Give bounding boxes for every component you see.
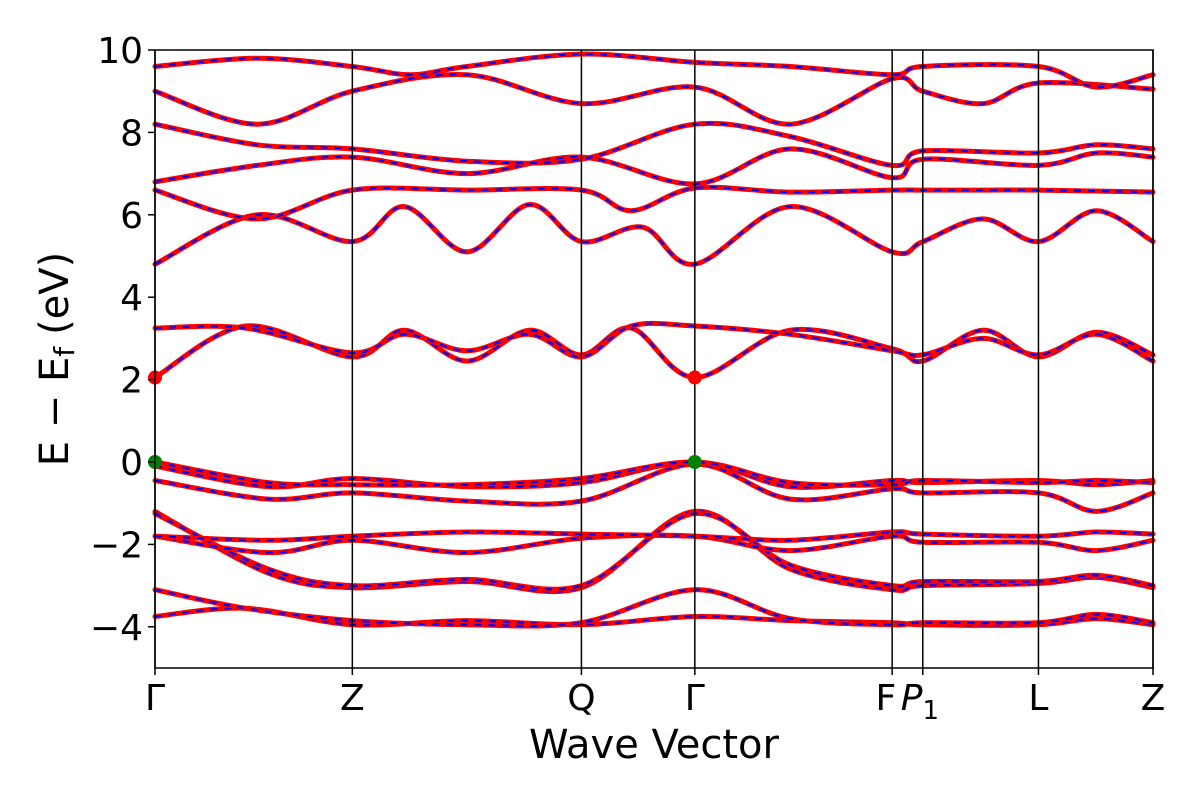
- band-15-red: [152, 71, 1156, 127]
- y-tick-label-6: 8: [120, 113, 143, 154]
- x-tick-label-5: P1: [901, 678, 939, 726]
- band-13-blue: [154, 147, 1154, 186]
- band-3-red: [152, 510, 1156, 592]
- x-tick-label-0: Γ: [145, 678, 165, 719]
- x-tick-label-6: L: [1028, 678, 1048, 719]
- band-15-blue: [154, 73, 1154, 126]
- x-axis-label: Wave Vector: [529, 722, 780, 768]
- high-symmetry-lines: [154, 50, 1154, 668]
- x-tick-label-7: Z: [1141, 678, 1166, 719]
- band-1-blue: [154, 588, 1154, 628]
- plot-frame: [154, 49, 1154, 669]
- band-10-red: [152, 320, 1156, 364]
- band-8-red: [152, 459, 1156, 488]
- band-9-blue: [154, 324, 1154, 379]
- band-14-blue: [154, 122, 1154, 167]
- x-axis-ticks: Γ Z Q Γ F P1 L Z: [145, 668, 1165, 726]
- y-axis-label-sub: f: [48, 346, 81, 357]
- y-tick-label-2: 0: [120, 443, 143, 484]
- band-11-blue: [154, 203, 1154, 266]
- cbm-marker-1: [687, 370, 702, 385]
- band-5-red: [152, 529, 1156, 543]
- extrema-markers: [148, 370, 702, 469]
- y-tick-label-3: 2: [120, 361, 143, 402]
- y-tick-label-5: 6: [120, 196, 143, 237]
- band-12-blue: [154, 186, 1154, 221]
- x-tick-label-2: Q: [567, 678, 595, 719]
- band-10-blue: [154, 322, 1154, 363]
- bands-layer: [152, 51, 1156, 629]
- y-tick-label-1: −2: [90, 525, 143, 566]
- x-tick-label-4: F: [875, 678, 896, 719]
- y-axis-ticks: −4 −2 0 2 4 6 8 10: [90, 31, 155, 649]
- y-axis-label-unit: (eV): [32, 252, 78, 335]
- band-6-blue: [154, 462, 1154, 513]
- y-tick-label-0: −4: [90, 608, 143, 649]
- y-tick-label-4: 4: [120, 278, 143, 319]
- y-axis-label: E − Ef (eV): [32, 252, 81, 467]
- y-tick-label-7: 10: [97, 31, 143, 72]
- x-tick-label-1: Z: [340, 678, 365, 719]
- band-0-blue: [154, 607, 1154, 627]
- band-4-blue: [154, 534, 1154, 554]
- band-12-red: [152, 184, 1156, 222]
- band-6-red: [152, 461, 1156, 514]
- x-tick-label-3: Γ: [685, 678, 705, 719]
- band-16-red: [152, 51, 1156, 90]
- band-5-blue: [154, 530, 1154, 542]
- y-axis-label-main: E − E: [32, 357, 78, 467]
- vbm-marker-1: [687, 455, 702, 469]
- band-9-red: [152, 323, 1156, 381]
